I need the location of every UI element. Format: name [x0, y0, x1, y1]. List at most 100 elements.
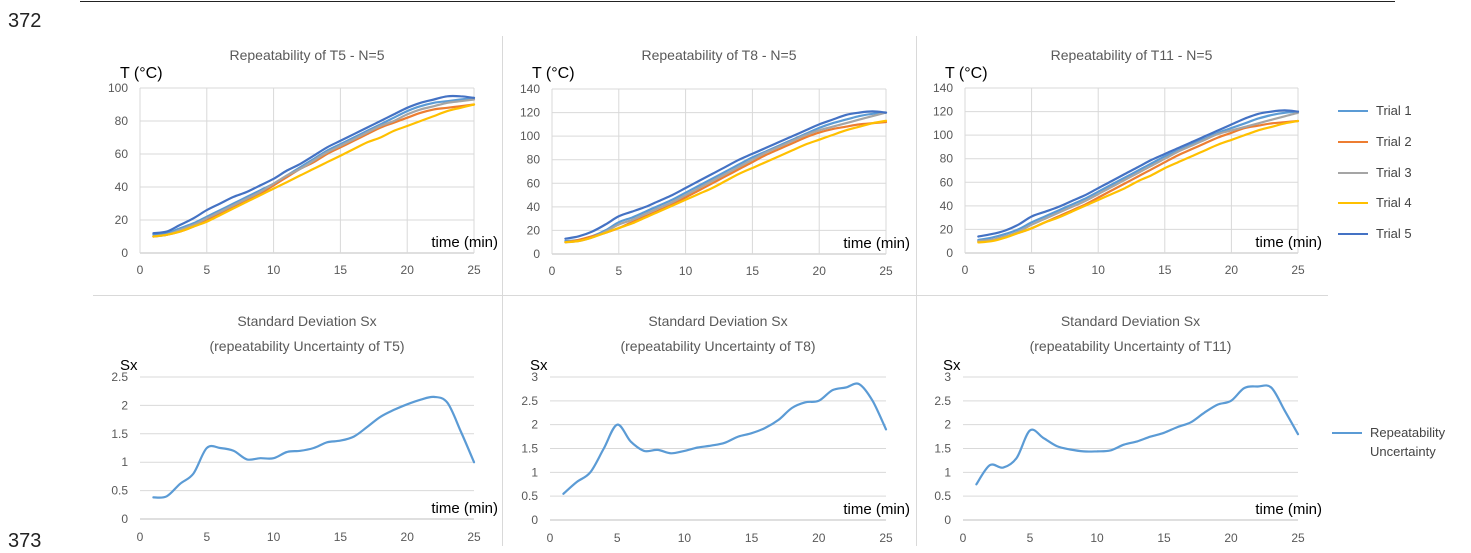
chart-2-series-1-line — [977, 110, 1300, 242]
chart-4-xtick-label: 5 — [614, 531, 621, 545]
chart-4-ytick-label: 3 — [531, 370, 538, 384]
chart-2-ytick-label: 0 — [946, 246, 953, 260]
legend-label-line-1: Repeatability — [1370, 425, 1446, 440]
chart-1-series-5-line — [564, 110, 888, 240]
chart-1-xtick-label: 20 — [813, 264, 827, 278]
legend-item-trial-2: Trial 2 — [1338, 134, 1468, 150]
chart-4-xtick-label: 15 — [745, 531, 759, 545]
chart-2-ytick-label: 20 — [940, 222, 954, 236]
chart-1-ytick-label: 140 — [520, 82, 540, 96]
chart-4-subtitle: (repeatability Uncertainty of T8) — [620, 338, 815, 354]
chart-1-xtick-label: 10 — [679, 264, 693, 278]
chart-2-ytick-label: 80 — [940, 152, 954, 166]
chart-2-xlabel: time (min) — [1255, 234, 1322, 251]
chart-5-xlabel: time (min) — [1255, 501, 1322, 518]
legend-item-trial-1: Trial 1 — [1338, 103, 1468, 119]
chart-5-xtick-label: 20 — [1224, 531, 1238, 545]
chart-4-title: Standard Deviation Sx — [648, 313, 787, 329]
legend-label-trial-2: Trial 2 — [1376, 134, 1412, 149]
legend-swatch-repeatability — [1332, 432, 1362, 434]
chart-t8-sx: 0 0.5 1 1.5 2 2.5 3 0 5 10 15 20 25 Standard Deviatio… — [521, 313, 910, 545]
chart-5-xtick-label: 25 — [1291, 531, 1305, 545]
chart-0-series-1-line — [152, 96, 476, 236]
chart-1-xtick-label: 15 — [746, 264, 760, 278]
chart-4-ytick-label: 2.5 — [521, 394, 538, 408]
chart-2-ylabel: T (°C) — [945, 65, 988, 82]
chart-t5-sx: 0 0.5 1 1.5 2 2.5 0 5 10 15 20 25 Standard Deviation… — [111, 313, 498, 544]
chart-4-ytick-label: 0.5 — [521, 489, 538, 503]
legend-label-trial-3: Trial 3 — [1376, 165, 1412, 180]
chart-1-xtick-label: 25 — [879, 264, 893, 278]
chart-4-ytick-label: 0 — [531, 513, 538, 527]
chart-0-ylabel: T (°C) — [120, 65, 163, 82]
chart-3-subtitle: (repeatability Uncertainty of T5) — [209, 338, 404, 354]
chart-1-xtick-label: 5 — [615, 264, 622, 278]
chart-5-subtitle: (repeatability Uncertainty of T11) — [1030, 338, 1232, 354]
chart-5-ytick-label: 0 — [944, 513, 951, 527]
chart-4-xtick-label: 0 — [547, 531, 554, 545]
chart-4-xtick-label: 25 — [879, 531, 893, 545]
legend-swatch-trial-2 — [1338, 141, 1368, 143]
chart-1-ytick-label: 0 — [533, 247, 540, 261]
chart-3-ytick-label: 1 — [121, 455, 128, 469]
chart-1-ytick-label: 80 — [527, 153, 541, 167]
chart-0-title: Repeatability of T5 - N=5 — [230, 47, 385, 63]
chart-0-xtick-label: 5 — [203, 263, 210, 277]
chart-3-xtick-label: 5 — [203, 530, 210, 544]
chart-2-xtick-label: 10 — [1092, 263, 1106, 277]
chart-3-xtick-label: 15 — [334, 530, 348, 544]
chart-5-ytick-label: 2.5 — [934, 394, 951, 408]
chart-2-ytick-label: 140 — [933, 81, 953, 95]
legend-label-trial-1: Trial 1 — [1376, 103, 1412, 118]
chart-1-xtick-label: 0 — [549, 264, 556, 278]
chart-2-series-4-line — [977, 119, 1300, 244]
chart-1-ytick-label: 40 — [527, 200, 541, 214]
panel-divider-h — [93, 295, 1328, 296]
chart-t5-temperature: 0 20 40 60 80 100 0 5 10 15 20 25 Repeatability of T… — [108, 47, 498, 277]
chart-5-xtick-label: 15 — [1157, 531, 1171, 545]
chart-0-series-3-line — [152, 98, 476, 238]
chart-4-xtick-label: 10 — [678, 531, 692, 545]
legend-item-trial-4: Trial 4 — [1338, 195, 1468, 211]
chart-1-xlabel: time (min) — [843, 235, 910, 252]
legend-swatch-trial-5 — [1338, 233, 1368, 235]
chart-4-ytick-label: 1 — [531, 465, 538, 479]
legend-label-trial-4: Trial 4 — [1376, 195, 1412, 210]
chart-4-xlabel: time (min) — [843, 501, 910, 518]
chart-0-xtick-label: 25 — [467, 263, 481, 277]
legend-trials: Trial 1 Trial 2 Trial 3 Trial 4 Trial 5 — [1338, 103, 1468, 243]
chart-0-ytick-label: 20 — [115, 213, 129, 227]
chart-0-ytick-label: 80 — [115, 114, 129, 128]
chart-0-ytick-label: 100 — [108, 81, 128, 95]
chart-4-ylabel: Sx — [530, 357, 548, 374]
chart-3-xlabel: time (min) — [431, 500, 498, 517]
chart-0-ytick-label: 40 — [115, 180, 129, 194]
line-number-bottom: 373 — [8, 530, 42, 552]
chart-t8-temperature: 0 20 40 60 80 100 120 140 0 5 10 15 20 25 Repeatabilit… — [520, 47, 910, 278]
chart-3-ytick-label: 1.5 — [111, 427, 128, 441]
chart-2-xtick-label: 5 — [1028, 263, 1035, 277]
legend-item-trial-3: Trial 3 — [1338, 165, 1468, 181]
chart-0-xlabel: time (min) — [431, 234, 498, 251]
chart-3-ytick-label: 2 — [121, 398, 128, 412]
legend-repeatability: Repeatability Uncertainty — [1332, 423, 1467, 463]
chart-t11-temperature: 0 20 40 60 80 100 120 140 0 5 10 15 20 25 Repeatabilit… — [933, 47, 1322, 277]
chart-5-series-1-line — [975, 384, 1300, 486]
chart-0-xtick-label: 10 — [267, 263, 281, 277]
legend-swatch-trial-1 — [1338, 110, 1368, 112]
chart-5-ytick-label: 3 — [944, 370, 951, 384]
top-rule — [80, 1, 1395, 2]
legend-item-trial-5: Trial 5 — [1338, 226, 1468, 242]
legend-label-trial-5: Trial 5 — [1376, 226, 1412, 241]
chart-t11-sx: 0 0.5 1 1.5 2 2.5 3 0 5 10 15 20 25 Standard Deviatio… — [934, 313, 1322, 545]
chart-3-xtick-label: 20 — [401, 530, 415, 544]
chart-1-ytick-label: 60 — [527, 176, 541, 190]
chart-0-series-5-line — [152, 94, 476, 235]
chart-4-xtick-label: 20 — [812, 531, 826, 545]
panel-divider-1 — [502, 36, 503, 546]
chart-3-title: Standard Deviation Sx — [237, 313, 376, 329]
chart-2-ytick-label: 120 — [933, 105, 953, 119]
chart-4-ytick-label: 1.5 — [521, 442, 538, 456]
chart-2-xtick-label: 25 — [1291, 263, 1305, 277]
chart-1-ytick-label: 100 — [520, 129, 540, 143]
